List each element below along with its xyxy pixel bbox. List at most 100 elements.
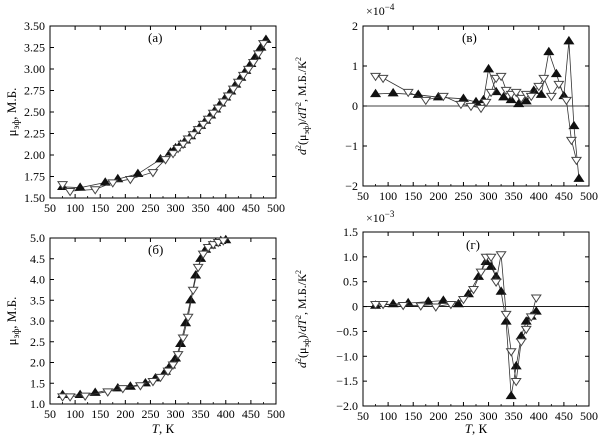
panel-g-series-2-line <box>375 254 537 382</box>
panel-v-multiplier: ×10−4 <box>366 2 395 18</box>
panel-b-series-2-point <box>117 385 129 394</box>
panel-b-ylabel: μэф, М.Б. <box>4 297 21 346</box>
panel-b-series-2-line <box>62 240 224 397</box>
panel-b-series-2-point <box>177 334 189 343</box>
panel-g-series-1-point <box>452 298 464 308</box>
panel-g-xtick-label: 150 <box>404 409 422 423</box>
panel-v-series-2-point <box>545 92 557 102</box>
panel-b-series-2-point <box>167 361 179 370</box>
panel-a-ytick-label: 1.50 <box>24 191 45 205</box>
panel-v-xtick-label: 400 <box>530 189 548 203</box>
panel-v-xtick-label: 500 <box>580 189 598 203</box>
panel-a-ytick-label: 2.25 <box>24 127 45 141</box>
panel-v-series-2-point <box>437 92 449 102</box>
panel-g-series-2-point <box>530 294 542 303</box>
panel-b-series-2-point <box>207 241 219 250</box>
panel-g-series-1-point <box>437 295 449 304</box>
panel-b-ytick-label: 2.0 <box>30 356 45 370</box>
panel-a-ylabel: μэф, М.Б. <box>4 88 21 137</box>
panel-v-xtick-label: 100 <box>379 189 397 203</box>
panel-a-series-2-point <box>212 104 224 113</box>
panel-v-series-2-point <box>480 98 492 108</box>
panel-g-series-1-point <box>505 390 517 400</box>
panel-a-series-2-point <box>89 186 101 195</box>
panel-b-series-2-point <box>182 313 194 323</box>
panel-v-series-2-point <box>560 96 572 106</box>
panel-b-xtick-label: 200 <box>116 407 134 421</box>
panel-g-ytick-label: −0.5 <box>336 324 358 338</box>
panel-g-ticks: 50 100 150 200 250 300 350 400 450 500 −2.0 −1.5 −1.… <box>336 225 598 423</box>
panel-a-series-2-point <box>227 85 239 95</box>
panel-b-xtick-label: 400 <box>217 407 235 421</box>
panel-g-ytick-label: 0.5 <box>343 275 358 289</box>
panel-v-series-1-point <box>457 93 469 102</box>
panel-b-series-1-line <box>62 239 226 396</box>
panel-v-xtick-label: 300 <box>480 189 498 203</box>
panel-a-label: (а) <box>148 30 162 45</box>
panel-g-points <box>370 251 542 400</box>
panel-a-series-2-point <box>247 58 259 68</box>
panel-a-xtick-label: 200 <box>116 201 134 215</box>
panel-v-series-1-line <box>375 41 580 179</box>
panel-v-ylabel: d2(μэф)/dT2, М.Б./К2 <box>294 57 311 155</box>
panel-v-series-2-point <box>515 94 527 104</box>
panel-g-xtick-label: 100 <box>379 409 397 423</box>
panel-g-series-2-point <box>520 325 532 335</box>
panel-g-series-2-point <box>525 313 537 322</box>
panel-b-series-2-point <box>162 367 174 377</box>
panel-g: (г) ×10−3 50 100 150 200 250 300 350 400 450 500 −… <box>294 209 598 436</box>
panel-g-xtick-label: 200 <box>429 409 447 423</box>
panel-v-series-1-point <box>513 98 525 108</box>
panel-g-series-1-point <box>530 306 542 315</box>
panel-b-series-2-point <box>102 388 114 397</box>
panel-v-series-1-point <box>498 91 510 101</box>
panel-g-series-2-point <box>475 268 487 278</box>
panel-a-xtick-label: 150 <box>91 201 109 215</box>
panel-a-points <box>57 34 272 197</box>
panel-g-series-2-point <box>377 300 389 310</box>
panel-v-ytick-label: −2 <box>345 179 358 193</box>
panel-a-ytick-label: 3.25 <box>24 41 45 55</box>
panel-g-multiplier: ×10−3 <box>366 209 395 225</box>
panel-g-series-1-point <box>490 271 502 280</box>
panel-g-series-2-point <box>510 378 522 387</box>
panel-b-series-2-point <box>197 250 209 260</box>
panel-a-series-2-point <box>187 131 199 140</box>
panel-b-xtick-label: 150 <box>91 407 109 421</box>
panel-b-series-2-point <box>217 237 229 246</box>
panel-a-xtick-label: 100 <box>66 201 84 215</box>
panel-a-series-2-point <box>232 78 244 88</box>
panel-a-xtick-label: 450 <box>242 201 260 215</box>
panel-v-points <box>370 35 585 182</box>
panel-b-series-2-point <box>192 263 204 273</box>
panel-b-ytick-label: 2.5 <box>30 335 45 349</box>
panel-v-xtick-label: 200 <box>429 189 447 203</box>
panel-b-xtick-label: 450 <box>242 407 260 421</box>
panel-g-series-2-point <box>500 310 512 320</box>
panel-g-ytick-label: 0 <box>352 300 358 314</box>
panel-v-ytick-label: 0 <box>352 99 358 113</box>
panel-b-xtick-label: 100 <box>66 407 84 421</box>
panel-a-series-2-point <box>257 40 269 49</box>
panel-a-series-2-point <box>57 181 69 190</box>
panel-v-series-2-point <box>377 74 389 84</box>
panel-a-series-2-point <box>192 126 204 135</box>
panel-a-series-1-line <box>62 39 267 189</box>
panel-b-series-2-point <box>79 392 91 401</box>
panel-b-xtick-label: 500 <box>267 407 285 421</box>
panel-b-ytick-label: 4.5 <box>30 252 45 266</box>
panel-v-series-2-point <box>500 86 512 96</box>
panel-a-xtick-label: 350 <box>192 201 210 215</box>
panel-v-series-1-point <box>535 89 547 98</box>
panel-g-series-2-point <box>515 338 527 347</box>
panel-g-series-2-point <box>490 278 502 287</box>
panel-v-series-2-point <box>420 96 432 106</box>
panel-a-series-2-point <box>242 65 254 75</box>
panel-a-series-2-point <box>252 50 264 59</box>
panel-a-series-2-line <box>62 43 264 192</box>
panel-g-xtick-label: 350 <box>505 409 523 423</box>
panel-v-series-2-point <box>570 156 582 166</box>
panel-g-xtick-label: 400 <box>530 409 548 423</box>
panel-g-xtick-label: 300 <box>480 409 498 423</box>
